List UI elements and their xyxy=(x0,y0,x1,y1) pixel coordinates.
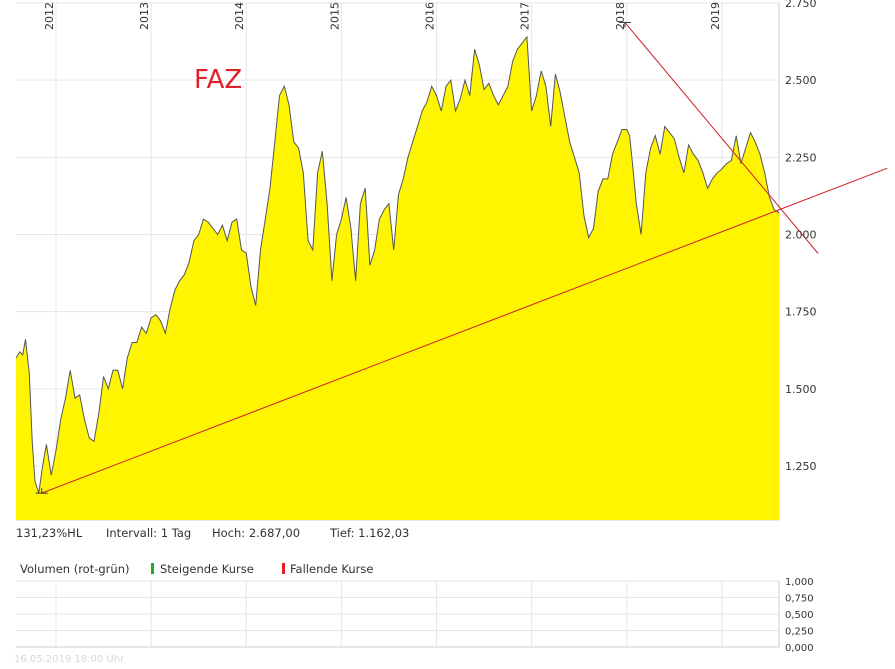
y-tick-label: 1.500 xyxy=(785,383,817,396)
volume-y-tick-label: 0,750 xyxy=(785,594,814,605)
y-axis-labels: 1.250 1.500 1.750 2.000 2.250 2.500 2.750 xyxy=(785,0,817,473)
y-tick-label: 2.750 xyxy=(785,0,817,10)
trendline xyxy=(624,22,819,254)
volume-y-tick-label: 0,000 xyxy=(785,643,814,654)
extreme-markers xyxy=(35,21,631,494)
price-area xyxy=(16,37,779,520)
volume-title: Volumen (rot-grün) xyxy=(20,562,129,576)
y-tick-label: 2.500 xyxy=(785,74,817,87)
volume-y-tick-label: 1,000 xyxy=(785,577,814,588)
y-tick-label: 2.000 xyxy=(785,228,817,241)
stat-low: Tief: 1.162,03 xyxy=(329,526,409,540)
trendline xyxy=(41,167,888,494)
y-tick-label: 1.250 xyxy=(785,460,817,473)
volume-y-tick-label: 0,500 xyxy=(785,610,814,621)
x-tick-label: 2016 xyxy=(424,2,437,30)
stat-interval: Intervall: 1 Tag xyxy=(106,526,191,540)
price-line xyxy=(15,35,780,494)
x-tick-label: 2012 xyxy=(43,2,56,30)
chart-title: FAZ xyxy=(194,65,242,95)
volume-y-tick-label: 0,250 xyxy=(785,627,814,638)
x-axis-years: 2012 2013 2014 2015 2016 2017 2018 2019 xyxy=(43,2,722,30)
volume-grid xyxy=(16,580,780,648)
x-tick-label: 2015 xyxy=(328,2,341,30)
x-tick-label: 2019 xyxy=(709,2,722,30)
volume-y-axis-labels: 0,000 0,250 0,500 0,750 1,000 xyxy=(785,577,814,654)
x-tick-label: 2014 xyxy=(233,2,246,30)
x-tick-label: 2017 xyxy=(519,2,532,30)
legend-up-label: Steigende Kurse xyxy=(160,562,254,576)
x-tick-label: 2018 xyxy=(614,2,627,30)
legend-up-swatch xyxy=(151,563,154,574)
stat-high: Hoch: 2.687,00 xyxy=(212,526,300,540)
trendlines xyxy=(41,22,888,494)
legend-down-label: Fallende Kurse xyxy=(290,562,373,576)
legend-down-swatch xyxy=(282,563,285,574)
y-tick-label: 2.250 xyxy=(785,151,817,164)
x-tick-label: 2013 xyxy=(138,2,151,30)
y-tick-label: 1.750 xyxy=(785,306,817,319)
stat-hl: 131,23%HL xyxy=(16,526,83,540)
timestamp: 16.05.2019 18:00 Uhr xyxy=(14,654,125,665)
